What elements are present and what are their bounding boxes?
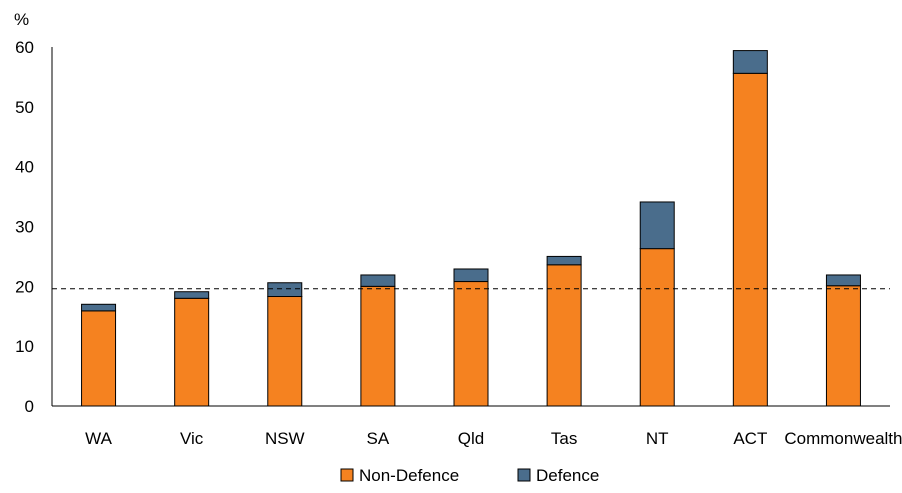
- x-category-label-wa: WA: [85, 429, 112, 448]
- bar-group-sa: [360, 274, 396, 407]
- bar-group-commonwealth: [825, 274, 861, 407]
- bar-defence-tas: [546, 255, 582, 266]
- legend-swatch-defence: [517, 468, 531, 482]
- y-tick-label-0: 0: [25, 397, 34, 416]
- bar-non-defence-nsw: [267, 296, 303, 407]
- bar-defence-nsw: [267, 282, 303, 298]
- bar-groups: [81, 50, 861, 407]
- y-axis-tick-labels: 0 10 20 30 40 50 60: [15, 38, 34, 416]
- bar-group-vic: [174, 291, 210, 407]
- bar-defence-wa: [81, 303, 117, 312]
- bar-group-act: [732, 50, 768, 407]
- legend-label-defence: Defence: [536, 466, 599, 485]
- x-category-label-act: ACT: [733, 429, 767, 448]
- y-tick-label-40: 40: [15, 158, 34, 177]
- x-category-label-nsw: NSW: [265, 429, 305, 448]
- legend: Non-Defence Defence: [340, 466, 599, 485]
- x-axis-category-labels: WA Vic NSW SA Qld Tas NT ACT Commonwealth: [85, 429, 902, 448]
- bar-group-wa: [81, 303, 117, 407]
- bar-defence-sa: [360, 274, 396, 287]
- x-category-label-nt: NT: [646, 429, 669, 448]
- y-tick-label-50: 50: [15, 98, 34, 117]
- x-category-label-tas: Tas: [551, 429, 577, 448]
- x-category-label-vic: Vic: [180, 429, 204, 448]
- legend-swatch-non-defence: [340, 468, 354, 482]
- legend-item-non-defence: Non-Defence: [340, 466, 459, 485]
- bar-defence-nt: [639, 201, 675, 250]
- y-tick-label-20: 20: [15, 277, 34, 296]
- bar-group-tas: [546, 255, 582, 407]
- bar-non-defence-vic: [174, 297, 210, 407]
- bar-defence-qld: [453, 268, 489, 283]
- y-tick-label-10: 10: [15, 337, 34, 356]
- x-category-label-sa: SA: [367, 429, 390, 448]
- legend-label-non-defence: Non-Defence: [359, 466, 459, 485]
- y-tick-label-60: 60: [15, 38, 34, 57]
- bar-group-qld: [453, 268, 489, 407]
- bar-defence-vic: [174, 291, 210, 299]
- y-tick-label-30: 30: [15, 218, 34, 237]
- bar-non-defence-commonwealth: [825, 285, 861, 407]
- bar-non-defence-qld: [453, 281, 489, 407]
- bar-non-defence-act: [732, 72, 768, 407]
- y-axis-unit-label: %: [14, 10, 29, 29]
- bar-non-defence-sa: [360, 285, 396, 407]
- bar-non-defence-wa: [81, 310, 117, 407]
- bar-non-defence-nt: [639, 248, 675, 407]
- legend-item-defence: Defence: [517, 466, 599, 485]
- x-category-label-commonwealth: Commonwealth: [784, 429, 902, 448]
- x-category-label-qld: Qld: [458, 429, 484, 448]
- bar-group-nsw: [267, 282, 303, 407]
- bar-defence-commonwealth: [825, 274, 861, 287]
- bar-defence-act: [732, 50, 768, 74]
- bar-non-defence-tas: [546, 264, 582, 407]
- bar-group-nt: [639, 201, 675, 407]
